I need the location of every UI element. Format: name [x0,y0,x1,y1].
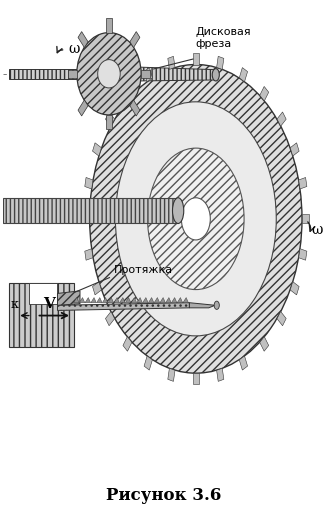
Polygon shape [193,53,199,64]
Polygon shape [131,297,136,303]
Polygon shape [57,291,80,305]
Polygon shape [79,297,85,303]
Ellipse shape [77,33,141,115]
Polygon shape [106,311,114,326]
Polygon shape [277,311,286,326]
Polygon shape [141,70,150,78]
Polygon shape [92,143,101,156]
Polygon shape [260,336,269,351]
Polygon shape [130,32,140,47]
Text: ω: ω [311,223,322,237]
Text: ω: ω [69,42,80,56]
Polygon shape [91,297,96,303]
Ellipse shape [98,60,120,88]
Polygon shape [3,198,178,223]
Polygon shape [166,297,171,303]
Polygon shape [123,86,132,101]
Polygon shape [302,214,309,224]
Polygon shape [216,368,224,381]
Polygon shape [73,297,79,303]
Polygon shape [125,297,131,303]
Ellipse shape [148,148,244,290]
Polygon shape [9,69,87,79]
Polygon shape [78,32,88,47]
Polygon shape [78,100,88,116]
Polygon shape [144,356,153,370]
Polygon shape [143,297,148,303]
Polygon shape [29,283,57,304]
Polygon shape [154,297,160,303]
Ellipse shape [115,102,276,336]
Polygon shape [108,297,113,303]
Polygon shape [9,283,73,347]
Circle shape [214,301,219,309]
Text: κ: κ [10,298,18,311]
Polygon shape [120,297,125,303]
Polygon shape [168,368,175,381]
Polygon shape [123,336,132,351]
Polygon shape [160,297,165,303]
Ellipse shape [181,198,210,240]
Polygon shape [106,115,112,129]
Text: Дисковая
фреза: Дисковая фреза [196,28,252,49]
Polygon shape [193,373,199,384]
Polygon shape [299,177,307,189]
Polygon shape [137,297,142,303]
Polygon shape [177,297,183,303]
Polygon shape [290,282,299,295]
Polygon shape [85,297,91,303]
Polygon shape [68,70,77,78]
Polygon shape [299,249,307,260]
Polygon shape [85,249,93,260]
Polygon shape [172,297,177,303]
Ellipse shape [90,64,302,373]
Polygon shape [138,67,215,81]
Polygon shape [85,177,93,189]
Polygon shape [96,297,102,303]
Polygon shape [239,68,248,82]
Polygon shape [168,56,175,69]
Polygon shape [148,297,154,303]
Ellipse shape [173,198,184,224]
Polygon shape [92,282,101,295]
Polygon shape [216,56,224,69]
Polygon shape [57,303,189,310]
Text: Протяжка: Протяжка [114,265,173,276]
Polygon shape [189,303,215,308]
Polygon shape [102,297,108,303]
Polygon shape [83,214,90,224]
Polygon shape [260,86,269,101]
Polygon shape [106,112,114,126]
Polygon shape [290,143,299,156]
Polygon shape [106,18,112,33]
Text: V: V [44,297,55,311]
Polygon shape [239,356,248,370]
Polygon shape [144,68,153,82]
Polygon shape [183,297,188,303]
Ellipse shape [212,69,219,81]
Polygon shape [130,100,140,116]
Text: Рисунок 3.6: Рисунок 3.6 [106,487,221,504]
Polygon shape [277,112,286,126]
Polygon shape [114,297,119,303]
